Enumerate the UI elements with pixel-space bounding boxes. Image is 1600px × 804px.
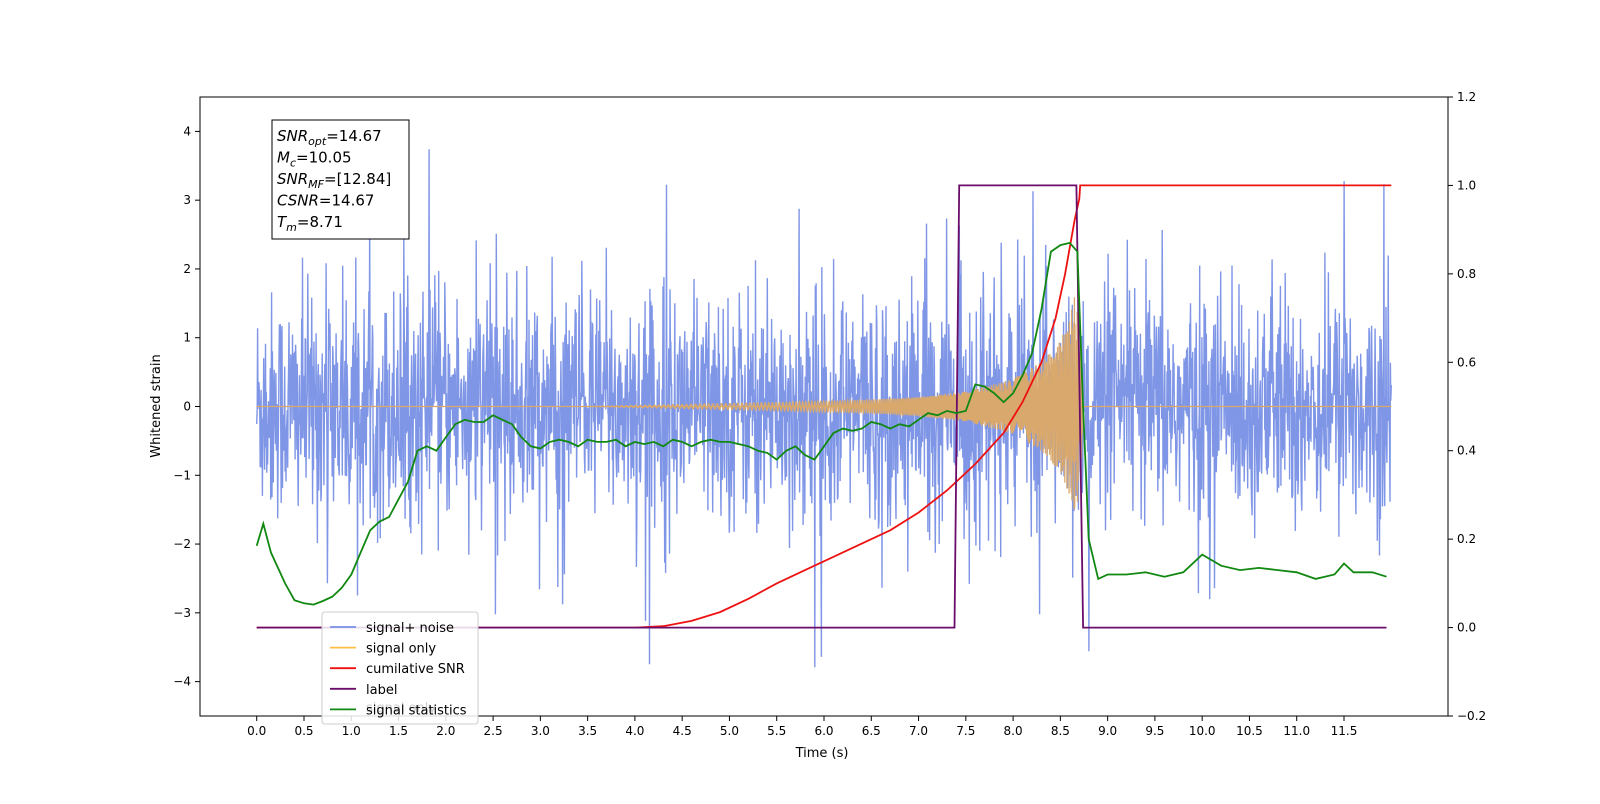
y-tick-label: 2 (183, 262, 191, 276)
x-tick-label: 1.0 (342, 724, 361, 738)
y-tick-label: −4 (173, 675, 191, 689)
x-tick-label: 1.5 (389, 724, 408, 738)
x-tick-label: 9.0 (1098, 724, 1117, 738)
y2-tick-label: −0.2 (1457, 709, 1486, 723)
y2-tick-label: 0.6 (1457, 355, 1476, 369)
x-tick-label: 4.0 (625, 724, 644, 738)
signal-only-series (256, 297, 1392, 510)
legend-hidden-text: signal only (366, 701, 436, 716)
legend-label: signal only (366, 642, 436, 657)
signal-noise-line (256, 149, 1392, 668)
cumilative-snr-line (256, 184, 1392, 629)
x-tick-label: 7.5 (956, 724, 975, 738)
y-tick-label: 3 (183, 193, 191, 207)
y-tick-label: 4 (183, 124, 191, 138)
y-tick-label: −2 (173, 537, 191, 551)
legend-label: signal statistics (366, 703, 467, 718)
x-tick-label: 4.5 (673, 724, 692, 738)
y2-axis-ticks: 1.2 1.0 0.8 0.6 0.4 0.2 0.0 −0.2 (1448, 90, 1486, 723)
x-tick-label: 11.0 (1283, 724, 1310, 738)
x-tick-label: 0.0 (247, 724, 266, 738)
x-tick-label: 8.0 (1004, 724, 1023, 738)
signal-statistics-line (255, 241, 1387, 606)
annotation-line: Tm=8.71 (277, 213, 343, 234)
x-tick-label: 11.5 (1331, 724, 1358, 738)
x-tick-label: 2.5 (484, 724, 503, 738)
y-axis-ticks: 4 3 2 1 0 −1 −2 −3 −4 (173, 124, 200, 689)
y2-tick-label: 0.8 (1457, 267, 1476, 281)
stats-annotation: SNRopt=14.67Mc=10.05SNRMF=[12.84]CSNR=14… (271, 119, 410, 240)
y2-tick-label: 1.0 (1457, 178, 1476, 192)
y-tick-label: 0 (183, 400, 191, 414)
x-tick-label: 5.5 (767, 724, 786, 738)
x-tick-label: 5.0 (720, 724, 739, 738)
right-axis-series (255, 184, 1392, 629)
legend-label: cumilative SNR (366, 662, 465, 677)
x-axis-ticks: 0.0 0.5 1.0 1.5 2.0 2.5 3.0 3.5 4.0 4.5 5.0 5.5 6.0 6… (247, 716, 1357, 738)
label-line (256, 184, 1387, 629)
x-tick-label: 6.5 (862, 724, 881, 738)
legend-label: signal+ noise (366, 621, 454, 636)
x-tick-label: 7.0 (909, 724, 928, 738)
x-tick-label: 2.0 (436, 724, 455, 738)
annotation-line: SNRopt=14.67 (277, 127, 382, 148)
y2-tick-label: 0.0 (1457, 621, 1476, 635)
x-tick-label: 10.0 (1189, 724, 1216, 738)
x-tick-label: 0.5 (294, 724, 313, 738)
x-tick-label: 10.5 (1236, 724, 1263, 738)
y2-tick-label: 0.4 (1457, 444, 1476, 458)
legend: signal only signal+ noise signal only cumil… (321, 611, 479, 725)
legend-box (321, 611, 479, 725)
y-tick-label: −3 (173, 606, 191, 620)
y-axis-label: Whitened strain (149, 354, 164, 457)
y-tick-label: −1 (173, 468, 191, 482)
annotation-line: CSNR=14.67 (277, 192, 374, 210)
x-axis-label: Time (s) (795, 746, 849, 761)
signal-only-chirp (587, 297, 1085, 510)
annotation-box (271, 119, 410, 240)
annotation-line: Mc=10.05 (277, 149, 352, 170)
annotation-line: SNRMF=[12.84] (277, 170, 391, 191)
x-tick-label: 3.0 (531, 724, 550, 738)
y2-tick-label: 1.2 (1457, 90, 1476, 104)
y-tick-label: 1 (183, 331, 191, 345)
x-tick-label: 8.5 (1051, 724, 1070, 738)
signal-noise-series (256, 149, 1392, 668)
x-tick-label: 6.0 (814, 724, 833, 738)
y2-tick-label: 0.2 (1457, 532, 1476, 546)
x-tick-label: 9.5 (1145, 724, 1164, 738)
legend-label: label (366, 683, 397, 698)
x-tick-label: 3.5 (578, 724, 597, 738)
